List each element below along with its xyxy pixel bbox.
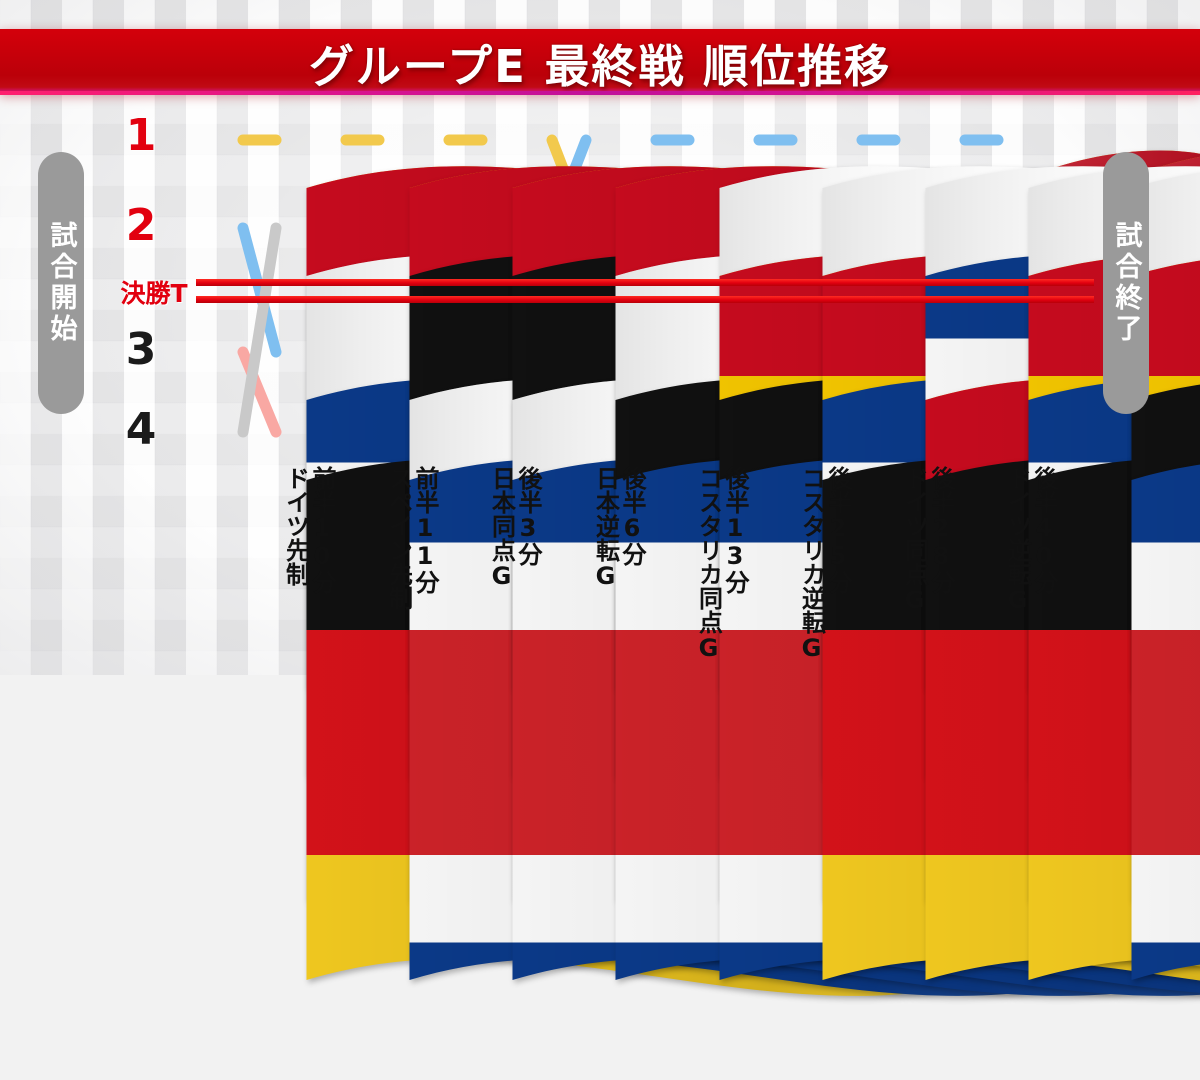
event-description: ドイツ先制 [283,466,307,594]
knockout-cutoff-label: 決勝T [106,274,202,310]
flag-germany-icon [994,325,1072,379]
event-time: 前半10分 [309,466,333,594]
flag-japan-icon [478,201,556,255]
flag-germany-icon [788,405,866,459]
flag-costa-rica-icon [272,405,350,459]
flag-spain-icon [788,325,866,379]
event-time: 後半6分 [619,466,643,590]
match-end-pill: 試合終了 [1103,152,1149,414]
flag-spain-icon [891,201,969,255]
rank-label-1: 1 [110,110,172,161]
knockout-line-lower [196,296,1094,303]
event-label: 後半25分コスタリカ逆転G [799,466,850,662]
flag-germany-icon [891,405,969,459]
event-label: 前半10分ドイツ先制 [283,466,334,594]
flag-costa-rica-icon [994,405,1072,459]
flag-costa-rica-icon [478,405,556,459]
event-description: コスタリカ逆転G [799,466,823,662]
flag-spain-icon [685,201,763,255]
event-time: 後半25分 [825,466,849,662]
event-time: 後半28分 [928,466,952,614]
event-label: 後半40分ドイツ逆転G [1005,466,1056,614]
flag-costa-rica-icon [788,201,866,255]
flag-germany-icon [375,201,453,255]
flag-costa-rica-icon [685,325,763,379]
event-label: 後半3分日本同点G [489,466,540,590]
flag-japan-icon [582,113,660,167]
flag-spain-icon [582,201,660,255]
event-label: 前半11分スペイン先制 [386,466,437,610]
event-description: 日本逆転G [593,466,617,590]
flag-japan-icon [272,325,350,379]
flag-spain-icon [272,113,350,167]
event-time: 前半11分 [412,466,436,610]
header-banner: グループE 最終戦 順位推移 [0,29,1200,95]
event-label: 後半13分コスタリカ同点G [696,466,747,662]
flag-japan-icon [375,325,453,379]
flag-japan-icon [685,113,763,167]
flag-germany-icon [582,325,660,379]
event-time: 後半3分 [515,466,539,590]
page-title: グループE 最終戦 順位推移 [309,30,891,95]
flag-japan-icon [891,113,969,167]
event-description: ドイツ逆転G [1005,466,1029,614]
event-description: スペイン先制 [386,466,410,610]
rank-label-2: 2 [110,200,172,251]
flag-costa-rica-icon [891,325,969,379]
flag-japan-icon [994,113,1072,167]
match-start-pill: 試合開始 [38,152,84,414]
knockout-line-upper [196,279,1094,286]
flag-germany-icon [478,325,556,379]
flag-germany-icon [685,405,763,459]
event-description: 日本同点G [489,466,513,590]
event-time: 後半40分 [1031,466,1055,614]
event-label: 後半6分日本逆転G [593,466,644,590]
flag-costa-rica-icon [169,325,247,379]
flag-spain-icon [375,113,453,167]
event-description: コスタリカ同点G [696,466,720,662]
flag-spain-icon [169,113,247,167]
flag-spain-icon [478,113,556,167]
event-description: ドイツ同点G [902,466,926,614]
event-time: 後半13分 [722,466,746,662]
flag-germany-icon [272,201,350,255]
flag-japan-icon [169,201,247,255]
flag-costa-rica-icon [582,405,660,459]
rank-label-4: 4 [110,404,172,455]
rank-label-3: 3 [110,324,172,375]
flag-spain-icon [994,201,1072,255]
flag-japan-icon [788,113,866,167]
flag-costa-rica-icon [375,405,453,459]
flag-germany-icon [169,405,247,459]
event-label: 後半28分ドイツ同点G [902,466,953,614]
